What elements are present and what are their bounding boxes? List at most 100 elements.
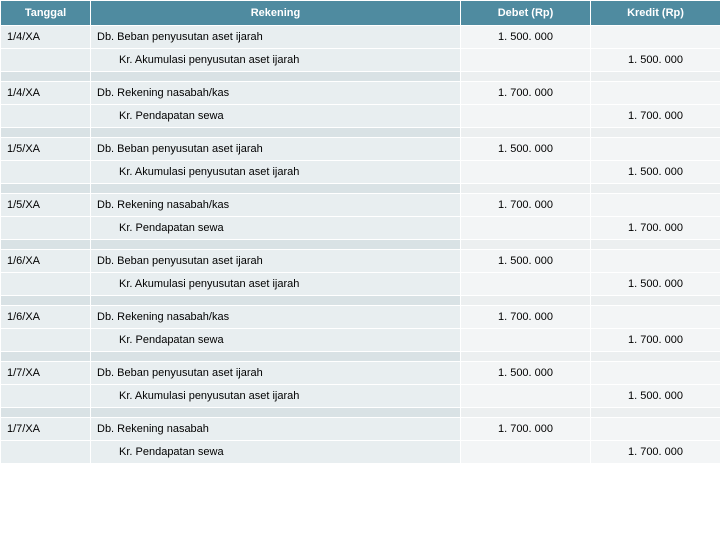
table-row: Kr. Pendapatan sewa1. 700. 000 (1, 217, 720, 240)
spacer-row (1, 296, 720, 306)
cell-debet (461, 161, 591, 184)
cell-debet (461, 441, 591, 464)
cell-rekening (91, 240, 461, 250)
cell-kredit (591, 138, 720, 161)
cell-tanggal (1, 128, 91, 138)
table-row: Kr. Pendapatan sewa1. 700. 000 (1, 329, 720, 352)
cell-tanggal: 1/4/XA (1, 82, 91, 105)
cell-kredit (591, 296, 720, 306)
cell-rekening: Db. Beban penyusutan aset ijarah (91, 362, 461, 385)
cell-debet (461, 273, 591, 296)
cell-tanggal: 1/6/XA (1, 250, 91, 273)
cell-rekening (91, 184, 461, 194)
table-row: Kr. Akumulasi penyusutan aset ijarah 1. 5… (1, 273, 720, 296)
table-row: Kr. Akumulasi penyusutan aset ijarah 1. 5… (1, 161, 720, 184)
cell-tanggal: 1/5/XA (1, 194, 91, 217)
cell-kredit (591, 82, 720, 105)
table-row: Kr. Akumulasi penyusutan aset ijarah1. 5… (1, 385, 720, 408)
cell-kredit: 1. 500. 000 (591, 49, 720, 72)
table-row: 1/5/XADb. Rekening nasabah/kas1. 700. 00… (1, 194, 720, 217)
cell-kredit: 1. 700. 000 (591, 329, 720, 352)
col-header-tanggal: Tanggal (1, 1, 91, 26)
cell-kredit: 1. 500. 000 (591, 273, 720, 296)
spacer-row (1, 128, 720, 138)
cell-debet (461, 105, 591, 128)
cell-tanggal (1, 296, 91, 306)
table-row: 1/4/XADb. Beban penyusutan aset ijarah1.… (1, 26, 720, 49)
cell-rekening: Db. Rekening nasabah (91, 418, 461, 441)
cell-tanggal (1, 352, 91, 362)
cell-debet (461, 408, 591, 418)
cell-rekening: Db. Beban penyusutan aset ijarah (91, 138, 461, 161)
cell-debet: 1. 700. 000 (461, 82, 591, 105)
cell-kredit: 1. 500. 000 (591, 161, 720, 184)
cell-debet (461, 385, 591, 408)
cell-tanggal (1, 441, 91, 464)
cell-rekening (91, 296, 461, 306)
table-row: 1/6/XADb. Beban penyusutan aset ijarah1.… (1, 250, 720, 273)
col-header-debet: Debet (Rp) (461, 1, 591, 26)
cell-rekening (91, 352, 461, 362)
table-row: Kr. Pendapatan sewa 1. 700. 000 (1, 105, 720, 128)
cell-kredit: 1. 700. 000 (591, 105, 720, 128)
cell-debet: 1. 500. 000 (461, 362, 591, 385)
cell-tanggal (1, 49, 91, 72)
table-row: 1/7/XADb. Beban penyusutan aset ijarah1.… (1, 362, 720, 385)
cell-tanggal (1, 161, 91, 184)
cell-tanggal (1, 217, 91, 240)
cell-kredit (591, 26, 720, 49)
table-row: 1/4/XADb. Rekening nasabah/kas1. 700. 00… (1, 82, 720, 105)
cell-kredit: 1. 500. 000 (591, 385, 720, 408)
cell-debet (461, 49, 591, 72)
table-row: 1/5/XADb. Beban penyusutan aset ijarah1.… (1, 138, 720, 161)
cell-kredit (591, 240, 720, 250)
cell-rekening: Kr. Akumulasi penyusutan aset ijarah (91, 273, 461, 296)
cell-kredit (591, 408, 720, 418)
cell-tanggal (1, 329, 91, 352)
cell-tanggal: 1/5/XA (1, 138, 91, 161)
cell-kredit (591, 250, 720, 273)
cell-tanggal (1, 105, 91, 128)
cell-rekening: Db. Rekening nasabah/kas (91, 306, 461, 329)
table-row: Kr. Akumulasi penyusutan aset ijarah 1. 5… (1, 49, 720, 72)
cell-tanggal: 1/4/XA (1, 26, 91, 49)
cell-rekening (91, 72, 461, 82)
cell-tanggal (1, 240, 91, 250)
cell-rekening (91, 128, 461, 138)
cell-rekening: Kr. Pendapatan sewa (91, 441, 461, 464)
cell-tanggal: 1/6/XA (1, 306, 91, 329)
cell-kredit: 1. 700. 000 (591, 441, 720, 464)
cell-debet (461, 352, 591, 362)
table-row: 1/6/XADb. Rekening nasabah/kas1. 700. 00… (1, 306, 720, 329)
cell-rekening: Kr. Akumulasi penyusutan aset ijarah (91, 161, 461, 184)
cell-debet (461, 217, 591, 240)
table-row: Kr. Pendapatan sewa 1. 700. 000 (1, 441, 720, 464)
cell-debet: 1. 500. 000 (461, 26, 591, 49)
cell-rekening: Kr. Pendapatan sewa (91, 105, 461, 128)
cell-kredit: 1. 700. 000 (591, 217, 720, 240)
spacer-row (1, 240, 720, 250)
cell-rekening: Db. Rekening nasabah/kas (91, 82, 461, 105)
cell-rekening: Db. Beban penyusutan aset ijarah (91, 26, 461, 49)
cell-kredit (591, 184, 720, 194)
cell-debet: 1. 700. 000 (461, 418, 591, 441)
cell-debet: 1. 500. 000 (461, 138, 591, 161)
cell-rekening (91, 408, 461, 418)
cell-rekening: Db. Beban penyusutan aset ijarah (91, 250, 461, 273)
cell-debet (461, 329, 591, 352)
cell-tanggal (1, 385, 91, 408)
spacer-row (1, 184, 720, 194)
table-body: 1/4/XADb. Beban penyusutan aset ijarah1.… (1, 26, 720, 464)
cell-tanggal (1, 184, 91, 194)
cell-tanggal (1, 408, 91, 418)
cell-tanggal (1, 72, 91, 82)
spacer-row (1, 408, 720, 418)
cell-kredit (591, 306, 720, 329)
cell-debet (461, 296, 591, 306)
col-header-rekening: Rekening (91, 1, 461, 26)
cell-debet (461, 72, 591, 82)
cell-debet: 1. 500. 000 (461, 250, 591, 273)
cell-debet: 1. 700. 000 (461, 306, 591, 329)
table-row: 1/7/XADb. Rekening nasabah1. 700. 000 (1, 418, 720, 441)
cell-rekening: Kr. Akumulasi penyusutan aset ijarah (91, 49, 461, 72)
